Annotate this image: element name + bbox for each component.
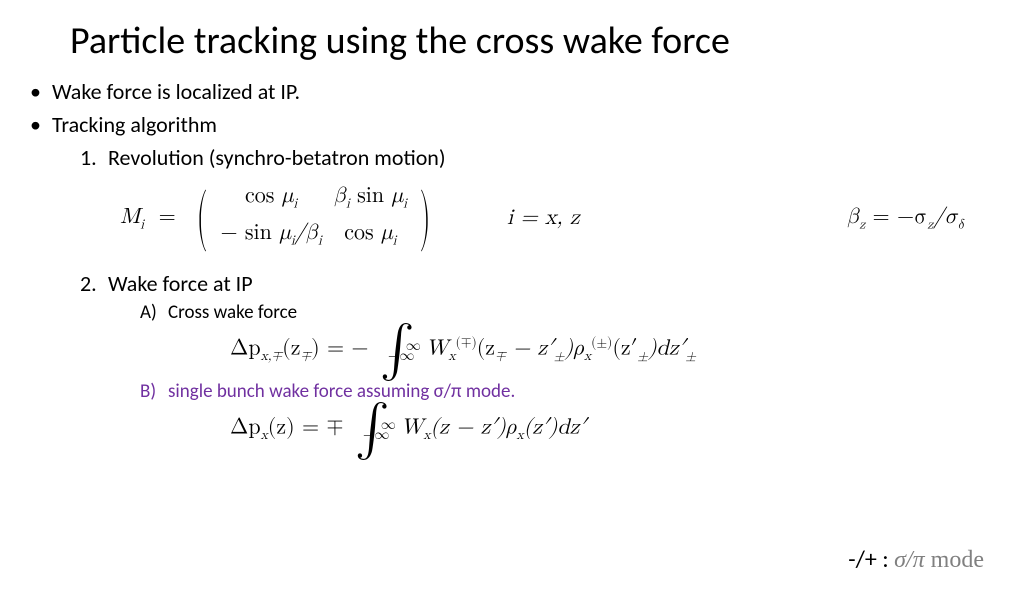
step-B-single-bunch: B) single bunch wake force assuming σ/π … xyxy=(140,380,1024,403)
step-1-revolution: 1. Revolution (synchro-betatron motion) xyxy=(80,144,1024,171)
index-eq: i = x, z xyxy=(507,205,580,231)
step-2-label: Wake force at IP xyxy=(108,270,253,297)
matrix-equation: Mi = ( cos μi − sin μi/βi βi sin μi cos … xyxy=(120,181,437,256)
bullet-wake-localized: Wake force is localized at IP. xyxy=(30,78,1024,105)
step-2-number: 2. xyxy=(80,270,97,297)
slide-title: Particle tracking using the cross wake f… xyxy=(70,18,1024,64)
matrix-M: M xyxy=(120,206,140,228)
step-1-label: Revolution (synchro-betatron motion) xyxy=(108,144,446,171)
mode-annotation: -/+ : σ/π mode xyxy=(848,545,984,574)
matrix-M-sub: i xyxy=(140,218,144,232)
equation-cross-wake: Δpx,∓(z∓) = − ∫∞−∞ Wx(∓)(z∓ − z′±)ρx(±)(… xyxy=(0,328,1024,372)
step-A-letter: A) xyxy=(140,301,157,324)
integral-icon: ∫∞−∞ xyxy=(380,328,415,372)
bullet-tracking-algo: Tracking algorithm xyxy=(30,111,1024,138)
equation-single-bunch: Δpx(z) = ∓ ∫∞−∞ Wx(z − z′)ρx(z′)dz′ xyxy=(0,407,1024,451)
beta-z-eq: βz = −σz/σδ xyxy=(847,204,964,233)
equation-matrix-row: Mi = ( cos μi − sin μi/βi βi sin μi cos … xyxy=(0,181,1024,256)
integral-icon-2: ∫∞−∞ xyxy=(355,407,390,451)
step-A-cross-wake: A) Cross wake force xyxy=(140,301,1024,324)
step-B-label: single bunch wake force assuming σ/π mod… xyxy=(168,380,515,403)
matrix-body: ( cos μi − sin μi/βi βi sin μi cos μi ) xyxy=(190,181,437,256)
step-1-number: 1. xyxy=(80,144,97,171)
step-B-letter: B) xyxy=(140,380,156,403)
step-2-wake-force: 2. Wake force at IP xyxy=(80,270,1024,297)
step-A-label: Cross wake force xyxy=(168,301,297,324)
